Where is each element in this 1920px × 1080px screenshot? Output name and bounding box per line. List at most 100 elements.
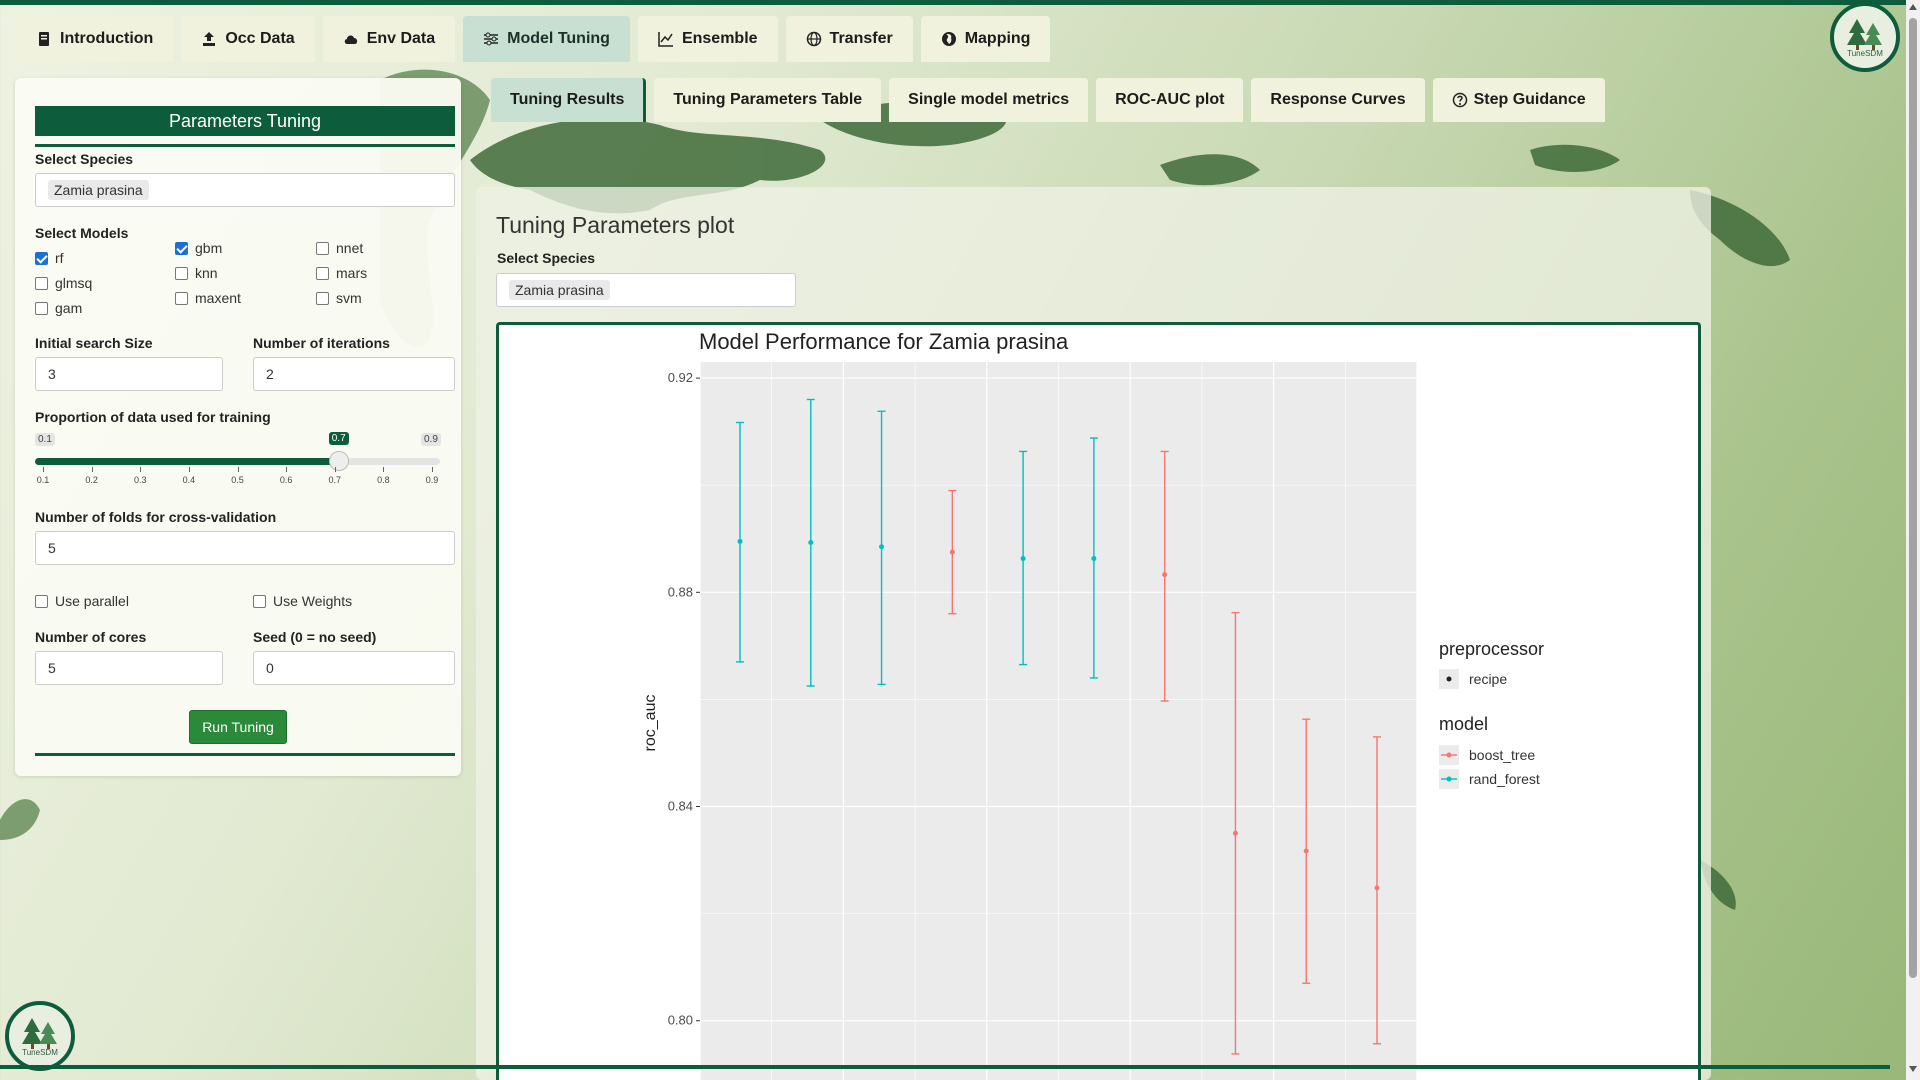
species-chip: Zamia prasina [509, 280, 610, 300]
y-axis-label: roc_auc [642, 695, 659, 752]
content-title: Tuning Parameters plot [496, 212, 734, 239]
slider-tick-label: 0.3 [134, 475, 147, 485]
slider-tick-label: 0.4 [183, 475, 196, 485]
model-checkbox-mars[interactable]: mars [316, 265, 367, 281]
model-checkbox-nnet[interactable]: nnet [316, 240, 363, 256]
globe-icon [806, 31, 822, 47]
slider-tick-mark [432, 467, 433, 472]
legend-title-model: model [1439, 714, 1488, 734]
cores-input[interactable]: 5 [35, 651, 223, 685]
upload-icon [201, 31, 217, 47]
slider-tick-mark [43, 467, 44, 472]
seed-input[interactable]: 0 [253, 651, 455, 685]
checkbox[interactable] [35, 277, 48, 290]
tab-mapping[interactable]: Mapping [921, 16, 1051, 62]
model-label: maxent [195, 290, 241, 306]
model-label: nnet [336, 240, 363, 256]
model-checkbox-knn[interactable]: knn [175, 265, 218, 281]
page-scrollbar[interactable] [1906, 0, 1920, 1080]
tab-model-tuning[interactable]: Model Tuning [463, 16, 630, 62]
checkbox[interactable] [35, 252, 48, 265]
panel-header-rule [35, 144, 455, 147]
data-point-rand_forest [1021, 556, 1026, 561]
slider-tick-label: 0.1 [37, 475, 50, 485]
scroll-down-icon[interactable] [1909, 1066, 1917, 1072]
model-checkbox-rf[interactable]: rf [35, 250, 64, 266]
model-label: svm [336, 290, 362, 306]
parameters-panel: Parameters Tuning Select Species Zamia p… [15, 78, 461, 776]
panel-header: Parameters Tuning [35, 106, 455, 136]
checkbox[interactable] [35, 302, 48, 315]
tab-ensemble[interactable]: Ensemble [638, 16, 778, 62]
checkbox[interactable] [316, 242, 329, 255]
subtab-step-guidance[interactable]: Step Guidance [1433, 78, 1605, 122]
models-label: Select Models [35, 225, 128, 241]
tab-transfer[interactable]: Transfer [786, 16, 913, 62]
use-weights-label: Use Weights [273, 593, 352, 609]
slider-value-label: 0.7 [329, 432, 349, 445]
use-parallel-checkbox[interactable]: Use parallel [35, 593, 129, 609]
model-checkbox-maxent[interactable]: maxent [175, 290, 241, 306]
species-select[interactable]: Zamia prasina [35, 173, 455, 207]
legend-key-point-rand_forest [1447, 777, 1452, 782]
iterations-label: Number of iterations [253, 335, 390, 351]
slider-tick-mark [140, 467, 141, 472]
slider-tick-mark [92, 467, 93, 472]
iterations-input[interactable]: 2 [253, 357, 455, 391]
data-point-boost_tree [1304, 848, 1309, 853]
chart-line-icon [658, 31, 674, 47]
scroll-thumb[interactable] [1909, 18, 1917, 978]
tab-env-data-label: Env Data [367, 30, 435, 48]
run-tuning-button[interactable]: Run Tuning [189, 710, 287, 744]
model-checkbox-gam[interactable]: gam [35, 300, 82, 316]
content-species-select[interactable]: Zamia prasina [496, 273, 796, 307]
checkbox[interactable] [316, 292, 329, 305]
tree-icon [1845, 17, 1885, 51]
model-checkbox-gbm[interactable]: gbm [175, 240, 222, 256]
subtab-tuning-results[interactable]: Tuning Results [491, 78, 646, 122]
slider-handle[interactable] [329, 451, 349, 471]
data-point-boost_tree [1375, 885, 1380, 890]
model-checkbox-svm[interactable]: svm [316, 290, 362, 306]
subtab-step-guidance-label: Step Guidance [1474, 91, 1586, 109]
subtab-single-model-metrics[interactable]: Single model metrics [889, 78, 1088, 122]
data-point-rand_forest [738, 539, 743, 544]
model-label: knn [195, 265, 218, 281]
subtab-response-curves[interactable]: Response Curves [1251, 78, 1424, 122]
legend-label-rand_forest: rand_forest [1469, 771, 1540, 787]
model-label: gam [55, 300, 82, 316]
y-tick-label: 0.84 [668, 799, 693, 814]
checkbox[interactable] [253, 595, 266, 608]
slider-tick-label: 0.5 [231, 475, 244, 485]
subtab-roc-auc-plot[interactable]: ROC-AUC plot [1096, 78, 1243, 122]
subtab-tuning-parameters-table[interactable]: Tuning Parameters Table [654, 78, 881, 122]
tab-env-data[interactable]: Env Data [323, 16, 455, 62]
model-label: glmsq [55, 275, 92, 291]
chart-legend: preprocessor recipe model boost_tree rand_fo… [1439, 639, 1544, 789]
tab-introduction[interactable]: Introduction [16, 16, 173, 62]
model-label: mars [336, 265, 367, 281]
app-logo-bottom-left: TuneSDM [5, 1001, 75, 1071]
folds-input[interactable]: 5 [35, 531, 455, 565]
checkbox[interactable] [175, 242, 188, 255]
tab-introduction-label: Introduction [60, 30, 153, 48]
data-point-boost_tree [950, 550, 955, 555]
init-size-input[interactable]: 3 [35, 357, 223, 391]
checkbox[interactable] [316, 267, 329, 280]
data-point-boost_tree [1233, 831, 1238, 836]
checkbox[interactable] [175, 267, 188, 280]
data-point-boost_tree [1162, 572, 1167, 577]
logo-text: TuneSDM [22, 1048, 58, 1057]
model-checkbox-glmsq[interactable]: glmsq [35, 275, 92, 291]
tab-occ-data[interactable]: Occ Data [181, 16, 314, 62]
legend-title-preprocessor: preprocessor [1439, 639, 1544, 659]
use-weights-checkbox[interactable]: Use Weights [253, 593, 352, 609]
bottom-accent-line [0, 1065, 1890, 1069]
scroll-up-icon[interactable] [1909, 4, 1917, 10]
checkbox[interactable] [175, 292, 188, 305]
species-label: Select Species [35, 151, 133, 167]
slider-tick-mark [335, 467, 336, 472]
checkbox[interactable] [35, 595, 48, 608]
tree-icon [20, 1016, 60, 1050]
data-point-rand_forest [879, 544, 884, 549]
